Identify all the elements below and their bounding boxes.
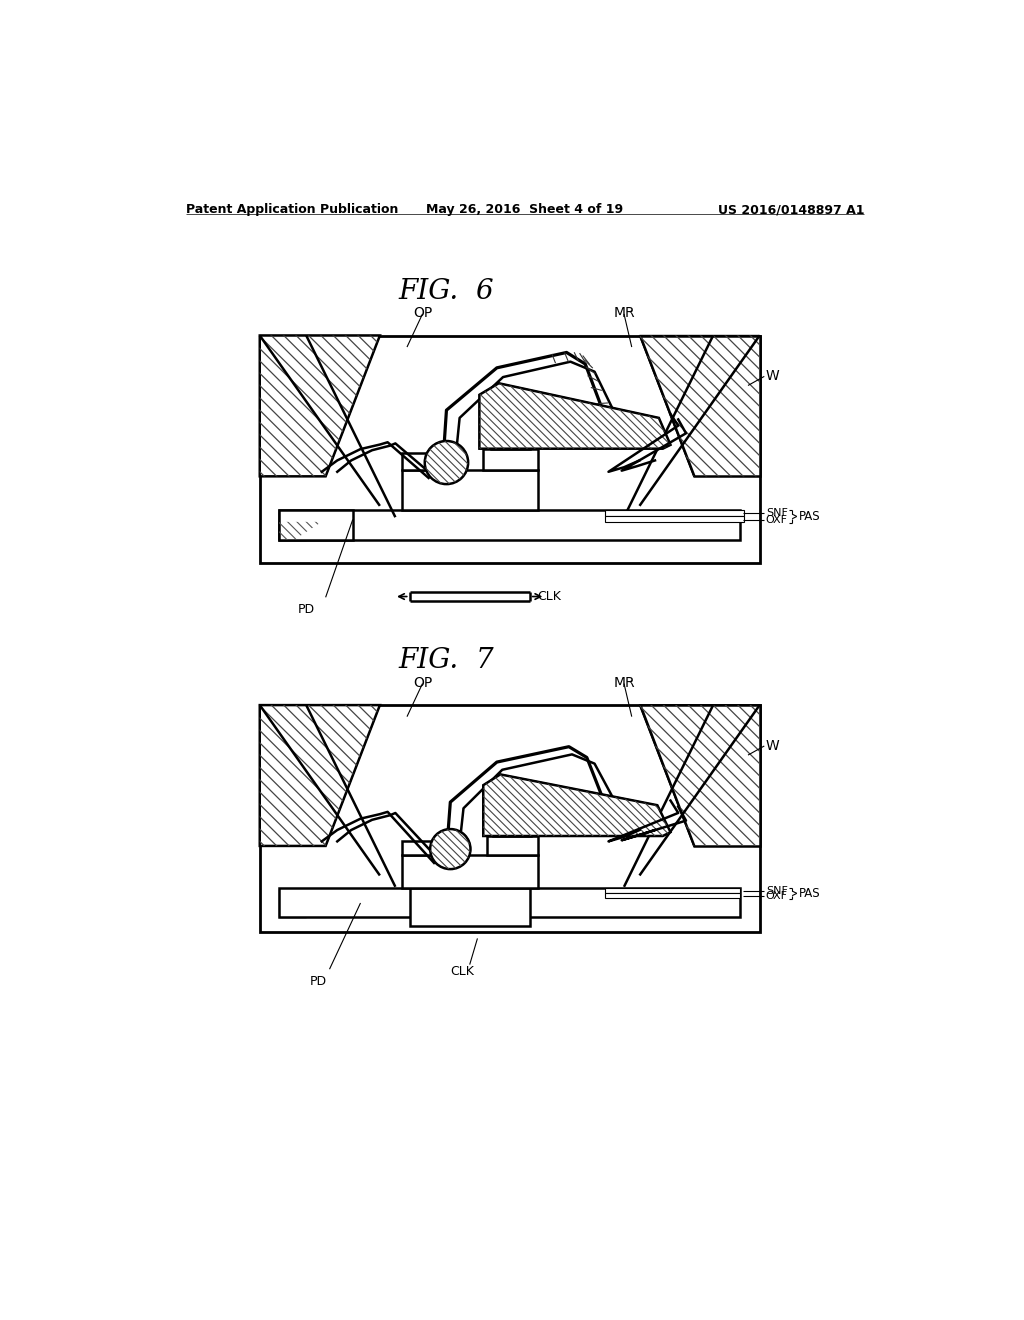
PathPatch shape bbox=[260, 705, 380, 846]
Text: CLK: CLK bbox=[538, 590, 561, 603]
Bar bbox=[401, 453, 453, 470]
Bar bbox=[483, 449, 538, 470]
Bar bbox=[604, 511, 744, 516]
Bar bbox=[410, 887, 529, 927]
Bar bbox=[604, 887, 740, 892]
Circle shape bbox=[425, 441, 468, 484]
PathPatch shape bbox=[260, 335, 380, 477]
PathPatch shape bbox=[280, 890, 306, 917]
Text: W: W bbox=[766, 739, 779, 752]
Text: OXF: OXF bbox=[766, 891, 787, 902]
Text: PD: PD bbox=[298, 603, 314, 615]
Polygon shape bbox=[260, 335, 380, 477]
Text: OP: OP bbox=[413, 306, 432, 321]
Text: US 2016/0148897 A1: US 2016/0148897 A1 bbox=[718, 203, 864, 216]
Polygon shape bbox=[483, 775, 671, 836]
Text: PAS: PAS bbox=[799, 510, 820, 523]
PathPatch shape bbox=[425, 441, 468, 484]
PathPatch shape bbox=[483, 775, 671, 836]
Polygon shape bbox=[640, 705, 760, 846]
PathPatch shape bbox=[430, 829, 470, 869]
Polygon shape bbox=[640, 335, 760, 477]
PathPatch shape bbox=[280, 512, 306, 540]
Bar bbox=[280, 887, 740, 917]
Bar bbox=[280, 511, 352, 540]
Bar bbox=[604, 516, 744, 521]
Text: SNF: SNF bbox=[766, 508, 787, 519]
PathPatch shape bbox=[640, 335, 760, 477]
Polygon shape bbox=[479, 383, 671, 449]
PathPatch shape bbox=[280, 512, 306, 540]
PathPatch shape bbox=[640, 705, 760, 846]
Bar bbox=[401, 841, 449, 855]
Text: May 26, 2016  Sheet 4 of 19: May 26, 2016 Sheet 4 of 19 bbox=[426, 203, 624, 216]
PathPatch shape bbox=[260, 705, 380, 846]
Text: Patent Application Publication: Patent Application Publication bbox=[186, 203, 398, 216]
PathPatch shape bbox=[640, 705, 760, 846]
Text: FIG.  7: FIG. 7 bbox=[398, 647, 494, 675]
Text: W: W bbox=[766, 370, 779, 383]
PathPatch shape bbox=[280, 521, 322, 540]
Bar bbox=[494, 822, 530, 836]
Circle shape bbox=[430, 829, 470, 869]
Text: MR: MR bbox=[613, 306, 635, 321]
PathPatch shape bbox=[280, 521, 322, 540]
PathPatch shape bbox=[479, 383, 671, 449]
PathPatch shape bbox=[280, 890, 306, 917]
Bar bbox=[401, 470, 538, 511]
PathPatch shape bbox=[479, 383, 671, 449]
Bar bbox=[260, 335, 760, 562]
Bar bbox=[492, 437, 529, 449]
Text: CLK: CLK bbox=[450, 965, 474, 978]
Text: OP: OP bbox=[413, 676, 432, 690]
PathPatch shape bbox=[640, 335, 760, 477]
Text: MR: MR bbox=[613, 676, 635, 690]
PathPatch shape bbox=[260, 335, 380, 477]
Text: PD: PD bbox=[309, 974, 327, 987]
Text: OXF: OXF bbox=[766, 515, 787, 524]
Polygon shape bbox=[260, 705, 380, 846]
Bar bbox=[401, 855, 538, 887]
PathPatch shape bbox=[430, 829, 470, 869]
Bar bbox=[487, 836, 538, 855]
Text: FIG.  6: FIG. 6 bbox=[398, 277, 494, 305]
Bar bbox=[604, 892, 740, 899]
PathPatch shape bbox=[483, 775, 671, 836]
Bar bbox=[280, 511, 740, 540]
Bar bbox=[260, 705, 760, 932]
Text: PAS: PAS bbox=[799, 887, 820, 900]
PathPatch shape bbox=[425, 441, 468, 484]
Text: SNF: SNF bbox=[766, 886, 787, 896]
